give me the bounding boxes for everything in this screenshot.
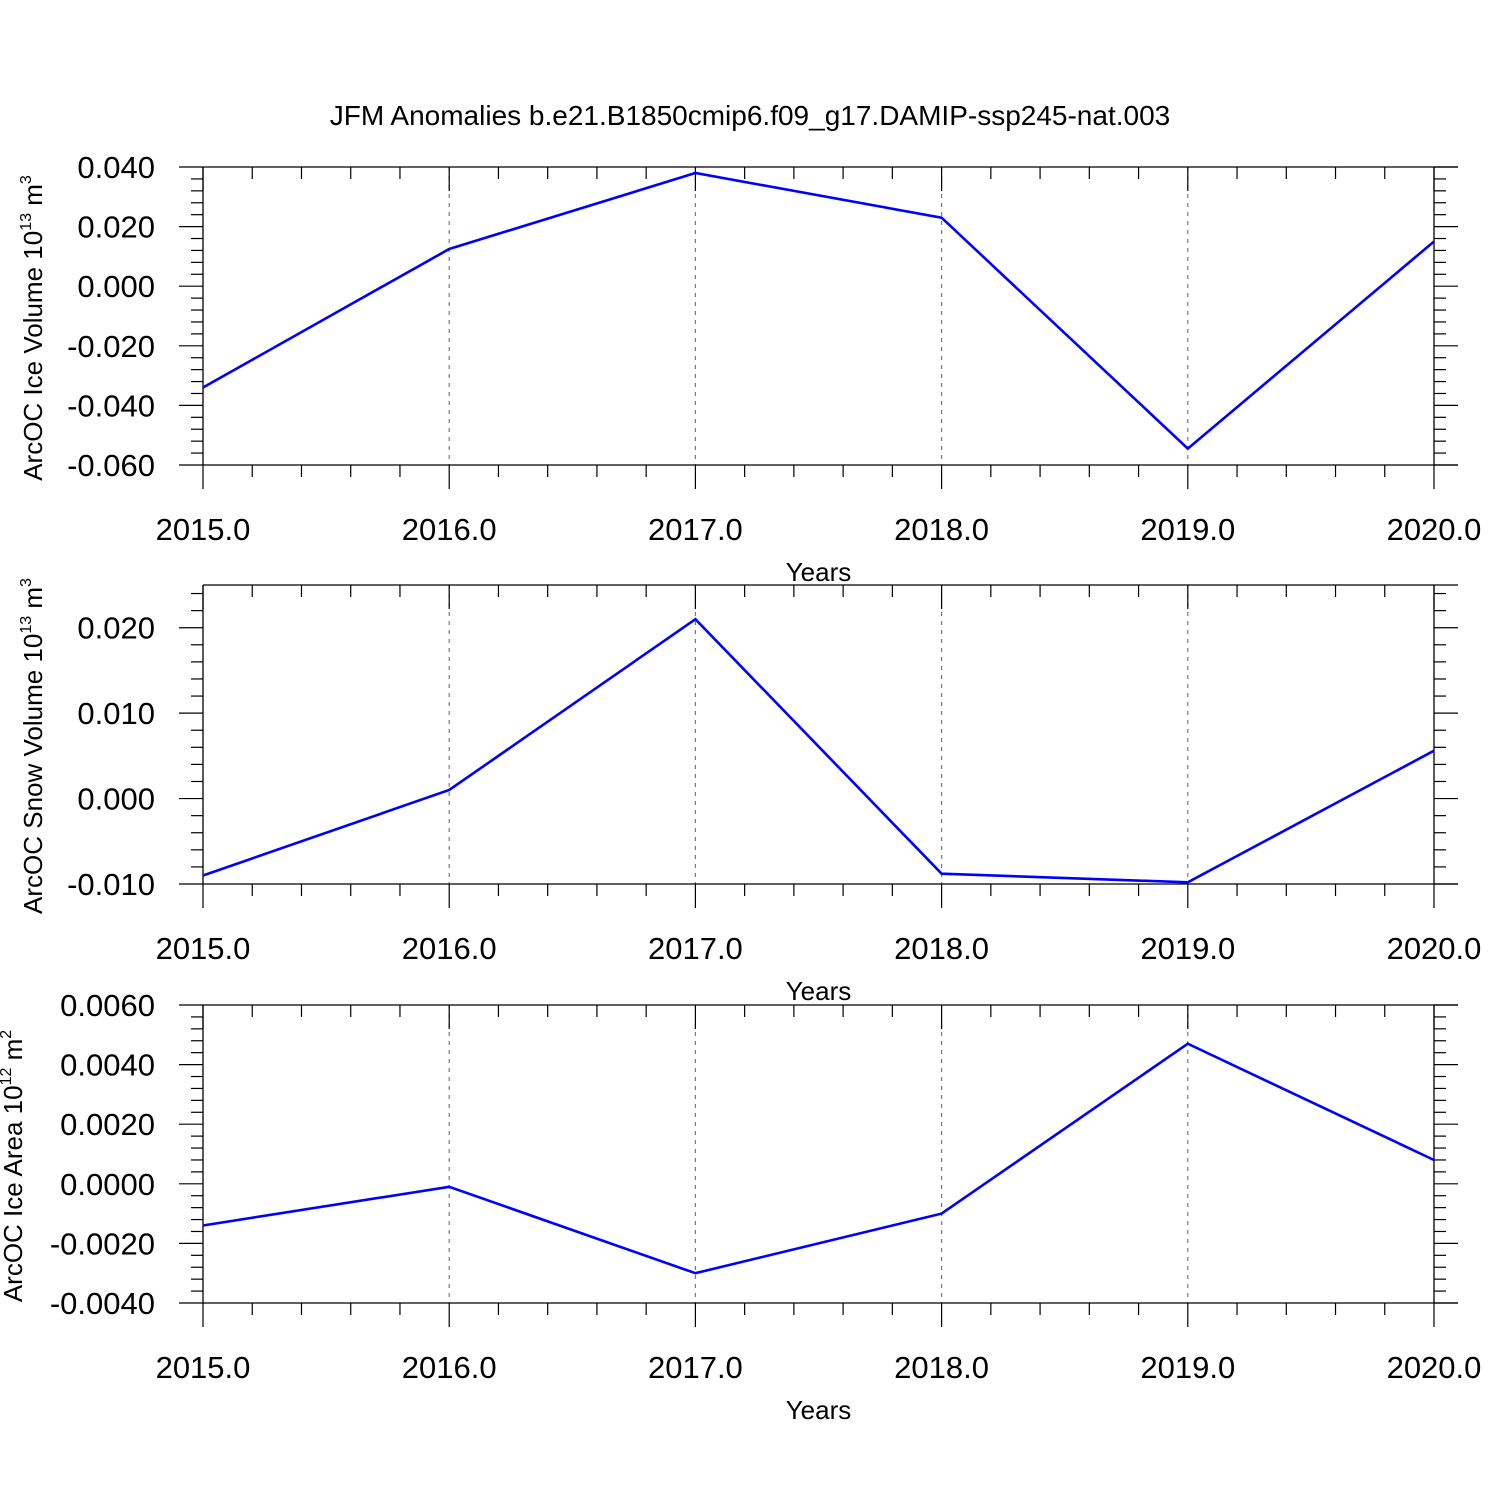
y-tick-label: -0.040 <box>67 388 155 423</box>
y-tick-label: -0.020 <box>67 329 155 364</box>
x-axis-title: Years <box>786 557 852 587</box>
x-tick-label: 2015.0 <box>156 931 251 966</box>
x-tick-label: 2016.0 <box>402 931 497 966</box>
figure-title: JFM Anomalies b.e21.B1850cmip6.f09_g17.D… <box>330 100 1170 131</box>
series-line <box>202 617 1435 884</box>
y-tick-label: 0.000 <box>77 782 155 817</box>
y-axis-title: ArcOC Ice Area 1012 m2 <box>0 1030 28 1302</box>
panels: -0.060 -0.040 -0.020 0.000 0.020 0.040 2015.0 2… <box>0 150 1481 1425</box>
series-line <box>202 1042 1435 1275</box>
y-tick-label: 0.0040 <box>60 1048 155 1083</box>
x-tick-label: 2019.0 <box>1140 512 1235 547</box>
panel-1: -0.060 -0.040 -0.020 0.000 0.020 0.040 2015.0 2… <box>18 150 1481 587</box>
series-line <box>202 171 1435 451</box>
y-tick-label: -0.060 <box>67 448 155 483</box>
x-axis-title: Years <box>786 1395 852 1425</box>
y-tick-label: -0.010 <box>67 867 155 902</box>
x-tick-label: 2018.0 <box>894 512 989 547</box>
x-tick-label: 2016.0 <box>402 1350 497 1385</box>
x-tick-label: 2016.0 <box>402 512 497 547</box>
y-axis-title: ArcOC Snow Volume 1013 m3 <box>18 578 48 914</box>
x-tick-label: 2020.0 <box>1387 512 1482 547</box>
panel-3: -0.0040 -0.0020 0.0000 0.0020 0.0040 0.0060 20… <box>0 988 1481 1425</box>
x-tick-label: 2017.0 <box>648 512 743 547</box>
x-tick-label: 2019.0 <box>1140 1350 1235 1385</box>
y-tick-label: -0.0040 <box>50 1286 155 1321</box>
y-tick-label: 0.000 <box>77 269 155 304</box>
x-axis-title: Years <box>786 976 852 1006</box>
x-tick-label: 2018.0 <box>894 931 989 966</box>
x-tick-label: 2018.0 <box>894 1350 989 1385</box>
y-tick-label: -0.0020 <box>50 1226 155 1261</box>
y-tick-label: 0.0000 <box>60 1167 155 1202</box>
x-tick-label: 2017.0 <box>648 1350 743 1385</box>
y-tick-label: 0.0060 <box>60 988 155 1023</box>
x-tick-label: 2015.0 <box>156 1350 251 1385</box>
y-tick-label: 0.0020 <box>60 1107 155 1142</box>
y-tick-label: 0.020 <box>77 210 155 245</box>
x-tick-label: 2020.0 <box>1387 1350 1482 1385</box>
x-tick-label: 2020.0 <box>1387 931 1482 966</box>
x-tick-label: 2015.0 <box>156 512 251 547</box>
y-tick-label: 0.020 <box>77 611 155 646</box>
x-tick-label: 2017.0 <box>648 931 743 966</box>
x-tick-label: 2019.0 <box>1140 931 1235 966</box>
panel-2: -0.010 0.000 0.010 0.020 2015.0 2016.0 2017.0 2… <box>18 578 1481 1006</box>
y-tick-label: 0.010 <box>77 696 155 731</box>
y-tick-label: 0.040 <box>77 150 155 185</box>
y-axis-title: ArcOC Ice Volume 1013 m3 <box>18 175 48 481</box>
